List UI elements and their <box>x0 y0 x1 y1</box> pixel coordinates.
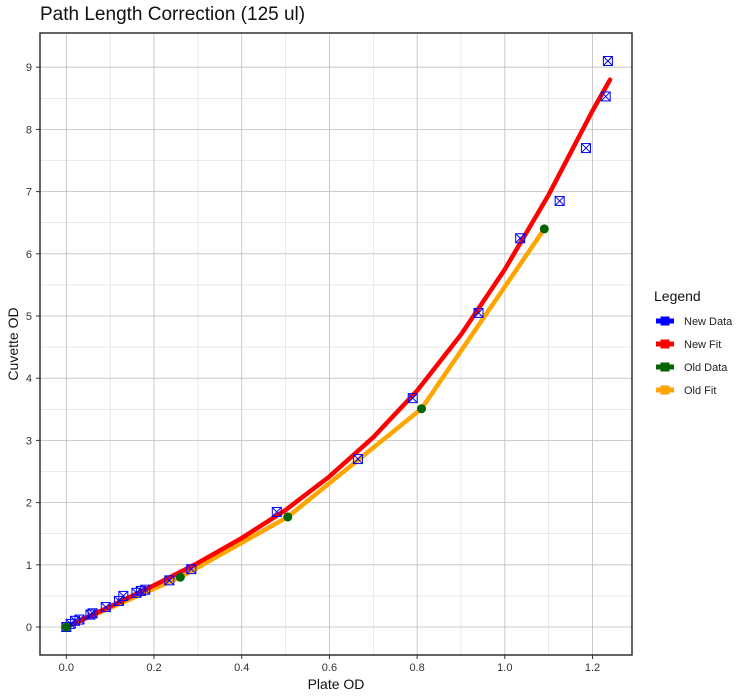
new-data-point <box>100 602 111 613</box>
new-data-point <box>352 454 363 465</box>
new-data-point <box>473 307 484 318</box>
legend-title: Legend <box>654 288 701 304</box>
new-data-point-cross <box>554 196 565 206</box>
legend-key-marker <box>660 362 670 372</box>
old-fit-line <box>64 226 547 630</box>
x-tick-label: 0.0 <box>59 662 74 674</box>
new-data-point-cross <box>118 591 129 601</box>
new-data-point-cross <box>473 308 484 318</box>
old-data-point <box>61 622 71 632</box>
x-tick-label: 0.4 <box>234 662 249 674</box>
legend-key-marker <box>660 385 670 395</box>
new-data-point <box>407 393 418 404</box>
old-data-point <box>417 404 427 414</box>
new-data-point-cross <box>353 454 363 464</box>
new-data-point-cross <box>515 233 526 244</box>
x-tick-label: 0.8 <box>409 662 424 674</box>
y-tick-label: 3 <box>26 435 32 447</box>
x-tick-label: 0.6 <box>322 662 337 674</box>
x-axis-label: Plate OD <box>308 676 365 692</box>
y-tick-label: 1 <box>26 560 32 572</box>
old-data-point <box>283 512 293 522</box>
new-data-point-cross <box>164 575 175 586</box>
plot-panel-border <box>39 32 633 656</box>
x-tick-label: 1.0 <box>497 662 512 674</box>
y-tick-label: 6 <box>26 249 32 261</box>
new-data-point <box>580 143 591 154</box>
new-data-point <box>87 608 98 619</box>
legend-key-marker <box>660 316 670 326</box>
new-data-point <box>554 195 565 206</box>
old-data-point <box>175 572 185 582</box>
new-data-point <box>271 506 282 517</box>
y-axis-label: Cuvette OD <box>5 307 21 380</box>
legend-label: New Data <box>684 316 733 328</box>
new-data-point-cross <box>186 564 197 575</box>
new-data-point-cross <box>85 609 96 620</box>
y-tick-label: 2 <box>26 498 32 510</box>
new-data-point <box>515 233 526 244</box>
chart-title: Path Length Correction (125 ul) <box>40 4 306 25</box>
x-tick-label: 0.2 <box>146 662 161 674</box>
y-tick-label: 9 <box>26 62 32 74</box>
legend-key-marker <box>660 339 670 349</box>
legend-label: Old Fit <box>684 385 716 397</box>
new-data-point-cross <box>140 584 151 595</box>
new-data-point-cross <box>87 608 98 619</box>
old-data-point <box>539 224 549 234</box>
y-tick-label: 5 <box>26 311 32 323</box>
new-data-point <box>74 614 85 625</box>
new-data-point-cross <box>600 91 611 102</box>
legend-label: New Fit <box>684 339 721 351</box>
new-data-point-cross <box>74 614 85 625</box>
x-tick-label: 1.2 <box>585 662 600 674</box>
y-tick-label: 0 <box>26 622 32 634</box>
new-fit-line <box>64 77 613 630</box>
new-data-point <box>186 564 197 575</box>
new-data-point <box>140 584 151 595</box>
new-data-point <box>85 609 96 620</box>
new-data-point-cross <box>581 143 591 153</box>
new-data-point-cross <box>271 507 282 517</box>
new-data-point <box>600 91 611 102</box>
new-data-point <box>164 575 175 586</box>
new-data-point-cross <box>407 393 418 403</box>
legend-label: Old Data <box>684 362 728 374</box>
new-data-point-cross <box>603 56 613 66</box>
y-tick-label: 8 <box>26 124 32 136</box>
new-data-point-cross <box>100 602 111 612</box>
new-data-point <box>602 55 613 66</box>
new-data-point <box>118 590 129 601</box>
y-tick-label: 7 <box>26 187 32 199</box>
y-tick-label: 4 <box>26 373 32 385</box>
